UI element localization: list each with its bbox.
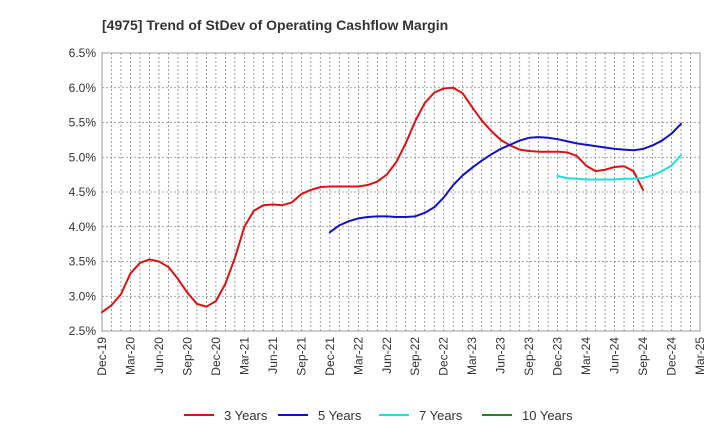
y-tick-label: 4.0% [69,220,97,234]
x-tick-label: Mar-20 [123,337,137,375]
x-tick-label: Sep-23 [522,337,536,376]
y-tick-label: 3.0% [69,289,97,303]
x-tick-label: Mar-24 [579,337,593,375]
x-tick-label: Jun-21 [266,337,280,374]
axes: 2.5% 3.0% 3.5% 4.0% 4.5% 5.0% 5.5% 6.0% 6.5% Dec-… [69,46,707,376]
y-tick-label: 5.0% [69,150,97,164]
x-tick-label: Dec-23 [551,337,565,376]
legend-label: 7 Years [419,408,463,423]
legend-label: 5 Years [318,408,362,423]
legend-label: 3 Years [224,408,268,423]
x-tick-label: Sep-22 [408,337,422,376]
legend: 3 Years 5 Years 7 Years 10 Years [184,408,573,423]
y-tick-label: 4.5% [69,185,97,199]
x-tick-label: Mar-25 [693,337,707,375]
grid [101,52,701,332]
x-tick-label: Jun-23 [494,337,508,374]
x-tick-label: Dec-22 [437,337,451,376]
x-tick-label: Mar-23 [465,337,479,375]
x-tick-label: Dec-19 [95,337,109,376]
y-tick-label: 5.5% [69,116,97,130]
x-tick-label: Dec-21 [323,337,337,376]
y-tick-label: 6.0% [69,81,97,95]
series-line [556,154,683,181]
x-tick-label: Jun-20 [152,337,166,374]
x-tick-label: Sep-21 [294,337,308,376]
series-line [101,86,645,314]
plot-frame [101,52,701,332]
x-tick-label: Sep-20 [180,337,194,376]
x-tick-label: Dec-24 [665,337,679,376]
x-tick-label: Mar-21 [237,337,251,375]
series-line [328,122,683,234]
x-tick-label: Sep-24 [636,337,650,376]
x-tick-label: Jun-22 [380,337,394,374]
legend-label: 10 Years [522,408,573,423]
x-tick-label: Jun-24 [608,337,622,374]
x-tick-label: Dec-20 [209,337,223,376]
y-tick-label: 3.5% [69,255,97,269]
y-tick-label: 6.5% [69,46,97,60]
chart-title: [4975] Trend of StDev of Operating Cashf… [102,17,448,33]
y-tick-label: 2.5% [69,324,97,338]
x-tick-label: Mar-22 [351,337,365,375]
series-lines [101,86,683,314]
